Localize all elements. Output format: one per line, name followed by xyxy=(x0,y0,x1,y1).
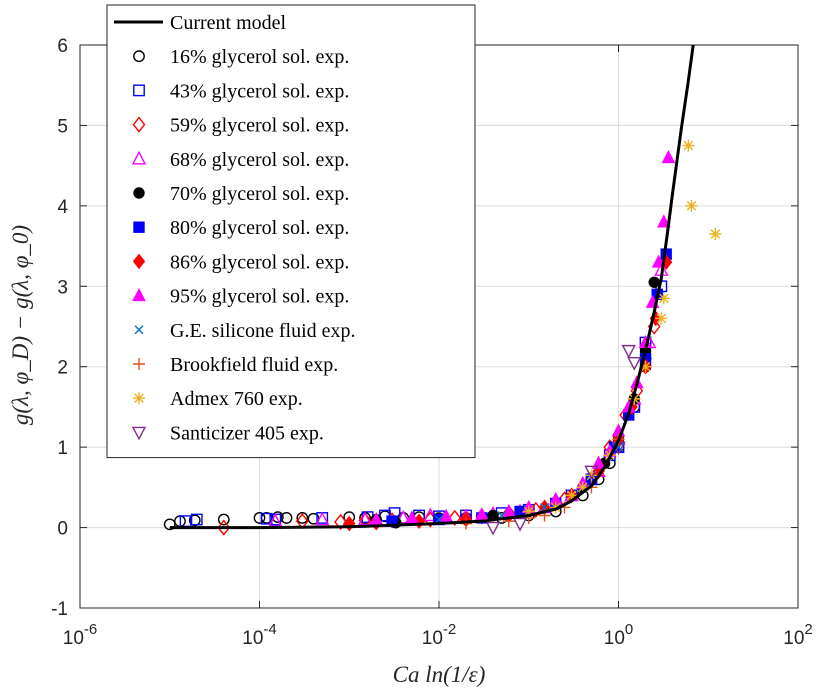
legend-item: 59% glycerol sol. exp. xyxy=(132,115,349,137)
legend-item: 16% glycerol sol. exp. xyxy=(133,46,349,68)
model-curve xyxy=(169,44,695,530)
legend-label: Santicizer 405 exp. xyxy=(170,422,324,444)
legend-item: 68% glycerol sol. exp. xyxy=(131,149,349,171)
legend: Current model 16% glycerol sol. exp. 43% g… xyxy=(106,4,476,459)
y-tick-label: 1 xyxy=(57,438,68,459)
data-point xyxy=(591,455,606,469)
data-point xyxy=(296,512,309,524)
legend-label: 70% glycerol sol. exp. xyxy=(170,183,349,205)
data-point xyxy=(657,292,670,305)
legend-marker xyxy=(131,426,147,441)
x-tick-label: 10-2 xyxy=(422,621,456,649)
legend-label: 80% glycerol sol. exp. xyxy=(170,217,349,239)
data-point xyxy=(621,344,636,359)
data-point xyxy=(439,508,453,522)
legend-item: Admex 760 exp. xyxy=(133,388,303,410)
y-axis-label: g(λ, φ_D) − g(λ, φ_0) xyxy=(8,225,33,425)
data-point xyxy=(280,512,293,524)
legend-item: G.E. silicone fluid exp. xyxy=(134,320,356,342)
data-point xyxy=(260,512,273,525)
data-point xyxy=(357,511,373,526)
y-tick-label: 3 xyxy=(57,277,68,298)
data-point xyxy=(627,356,642,371)
data-point xyxy=(163,518,176,531)
data-point xyxy=(585,469,598,482)
legend-label: Admex 760 exp. xyxy=(170,388,303,410)
data-point xyxy=(682,139,695,152)
legend-label: 86% glycerol sol. exp. xyxy=(170,251,349,273)
data-point xyxy=(685,199,698,212)
data-point xyxy=(188,514,201,527)
legend-marker xyxy=(133,50,145,63)
data-point xyxy=(315,511,330,526)
data-point xyxy=(655,312,668,325)
data-point xyxy=(271,511,284,524)
data-point xyxy=(657,214,671,228)
legend-marker xyxy=(132,253,146,270)
legend-item: 95% glycerol sol. exp. xyxy=(132,286,349,308)
data-point xyxy=(576,481,589,494)
legend-marker xyxy=(133,358,145,370)
legend-label: 68% glycerol sol. exp. xyxy=(170,149,349,171)
legend-label: 43% glycerol sol. exp. xyxy=(170,80,349,102)
data-point xyxy=(709,228,722,241)
legend-item: Santicizer 405 exp. xyxy=(131,422,324,444)
legend-label: Brookfield fluid exp. xyxy=(170,354,338,376)
legend-marker xyxy=(133,187,145,199)
legend-box xyxy=(106,4,476,459)
data-point xyxy=(485,521,501,536)
data-point xyxy=(448,509,462,527)
plot-series xyxy=(163,44,722,536)
data-point xyxy=(405,510,419,524)
data-point xyxy=(522,505,535,518)
data-point xyxy=(651,254,666,268)
x-axis-label: Ca ln(1/ε) xyxy=(393,662,486,687)
x-tick-label: 100 xyxy=(604,621,633,649)
y-tick-label: 4 xyxy=(57,197,68,218)
legend-marker xyxy=(134,325,144,335)
legend-marker xyxy=(132,116,146,133)
legend-marker xyxy=(133,392,145,405)
legend-label: 59% glycerol sol. exp. xyxy=(170,115,349,137)
legend-item: 43% glycerol sol. exp. xyxy=(133,80,349,102)
legend-label: 16% glycerol sol. exp. xyxy=(170,46,349,68)
legend-marker xyxy=(133,84,145,97)
y-tick-label: 5 xyxy=(57,116,68,137)
data-point xyxy=(396,509,411,524)
legend-item: 80% glycerol sol. exp. xyxy=(133,217,349,239)
data-point xyxy=(639,360,652,373)
legend-marker xyxy=(132,288,146,302)
series-current-model xyxy=(169,44,695,530)
x-tick-label: 102 xyxy=(783,621,812,649)
data-point xyxy=(584,465,599,480)
tick-labels: 10-6 10-4 10-2 100 102 -1 0 1 2 3 4 5 6 xyxy=(51,36,813,649)
y-tick-label: -1 xyxy=(51,599,68,620)
data-point xyxy=(217,519,231,536)
x-tick-label: 10-4 xyxy=(242,621,276,649)
legend-marker xyxy=(131,150,147,165)
data-point xyxy=(334,513,347,531)
legend-marker xyxy=(133,221,145,233)
data-point xyxy=(661,150,676,164)
x-tick-label: 10-6 xyxy=(63,621,97,649)
y-tick-label: 6 xyxy=(57,36,68,57)
legend-label: G.E. silicone fluid exp. xyxy=(170,320,356,342)
y-tick-label: 0 xyxy=(57,519,68,540)
data-point xyxy=(565,489,578,502)
legend-label: Current model xyxy=(170,12,287,34)
y-tick-label: 2 xyxy=(57,358,68,379)
data-point xyxy=(512,517,528,532)
legend-item: 86% glycerol sol. exp. xyxy=(132,251,349,273)
data-point xyxy=(253,512,266,524)
legend-label: 95% glycerol sol. exp. xyxy=(170,286,349,308)
legend-item: Current model xyxy=(114,12,287,34)
data-point xyxy=(217,513,230,526)
data-point xyxy=(648,276,660,288)
legend-item: 70% glycerol sol. exp. xyxy=(133,183,349,205)
data-point xyxy=(190,513,203,526)
legend-item: Brookfield fluid exp. xyxy=(133,354,338,376)
